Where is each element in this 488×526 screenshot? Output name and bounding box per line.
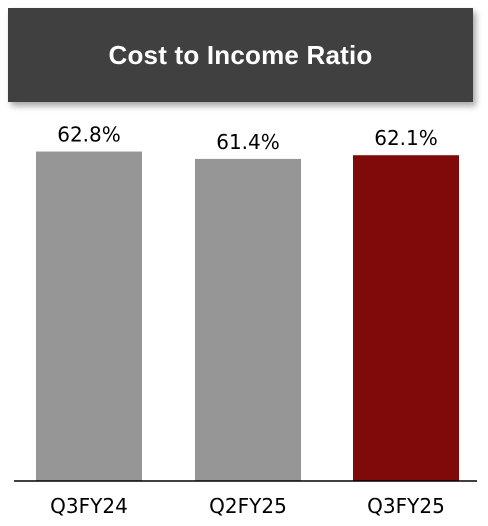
bar-q3fy25	[353, 155, 459, 481]
chart-title: Cost to Income Ratio	[108, 39, 373, 70]
title-banner: Cost to Income Ratio	[8, 8, 473, 102]
data-label-q2fy25: 61.4%	[216, 130, 280, 154]
data-label-q3fy25: 62.1%	[374, 126, 438, 150]
bar-q3fy24	[36, 151, 142, 481]
x-tick-label-q2fy25: Q2FY25	[209, 494, 287, 518]
x-tick-label-q3fy24: Q3FY24	[50, 494, 128, 518]
x-tick-label-q3fy25: Q3FY25	[367, 494, 445, 518]
bar-q2fy25	[195, 158, 301, 481]
data-label-q3fy24: 62.8%	[57, 123, 121, 147]
